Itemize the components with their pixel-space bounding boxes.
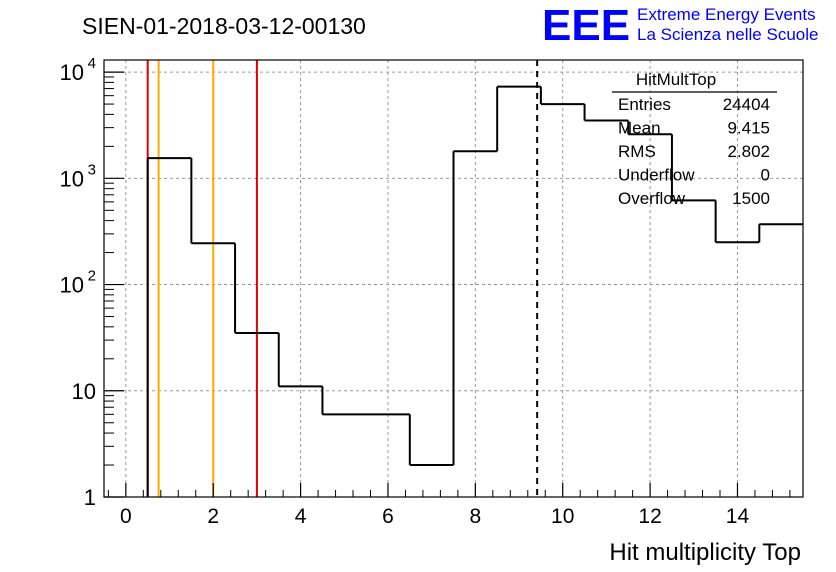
stats-value: 1500 xyxy=(732,189,770,208)
stats-value: 9.415 xyxy=(727,119,770,138)
x-tick-label: 0 xyxy=(120,505,132,528)
stats-value: 0 xyxy=(761,166,770,185)
stats-value: 2.802 xyxy=(727,142,770,161)
y-tick-label: 10 xyxy=(60,273,84,298)
marker-lines xyxy=(146,60,258,497)
y-tick-label: 10 xyxy=(72,379,96,404)
eee-logo: EEE xyxy=(542,1,630,50)
logo-subtitle-line1: Extreme Energy Events xyxy=(637,5,816,24)
x-tick-label: 8 xyxy=(470,505,482,528)
stats-name: HitMultTop xyxy=(636,70,716,89)
logo-subtitle-line2: La Scienza nelle Scuole xyxy=(637,25,818,44)
plot-frame xyxy=(103,59,804,498)
stats-label: Entries xyxy=(618,95,671,114)
stats-box: HitMultTop Entries 24404 Mean 9.415 RMS 2.802… xyxy=(612,70,777,208)
y-tick-exponent: 4 xyxy=(88,55,96,72)
histogram-bars xyxy=(146,85,803,497)
stats-rows: Entries 24404 Mean 9.415 RMS 2.802 Underflow 0 O… xyxy=(618,95,770,208)
stats-label: Mean xyxy=(618,119,661,138)
stats-label: Overflow xyxy=(618,189,686,208)
y-tick-label: 10 xyxy=(60,166,84,191)
y-tick-label: 1 xyxy=(84,485,96,510)
x-tick-label: 2 xyxy=(207,505,219,528)
x-tick-label: 10 xyxy=(551,505,574,528)
y-tick-exponent: 3 xyxy=(88,161,96,178)
x-tick-label: 14 xyxy=(726,505,750,528)
x-tick-label: 12 xyxy=(638,505,661,528)
x-axis-title: Hit multiplicity Top xyxy=(609,539,801,566)
run-title: SIEN-01-2018-03-12-00130 xyxy=(82,13,366,39)
y-tick-exponent: 2 xyxy=(88,268,96,285)
x-tick-label: 4 xyxy=(295,505,307,528)
y-tick-label: 10 xyxy=(60,60,84,85)
x-tick-label: 6 xyxy=(382,505,394,528)
stats-label: RMS xyxy=(618,142,656,161)
stats-value: 24404 xyxy=(723,95,770,114)
stats-label: Underflow xyxy=(618,166,695,185)
